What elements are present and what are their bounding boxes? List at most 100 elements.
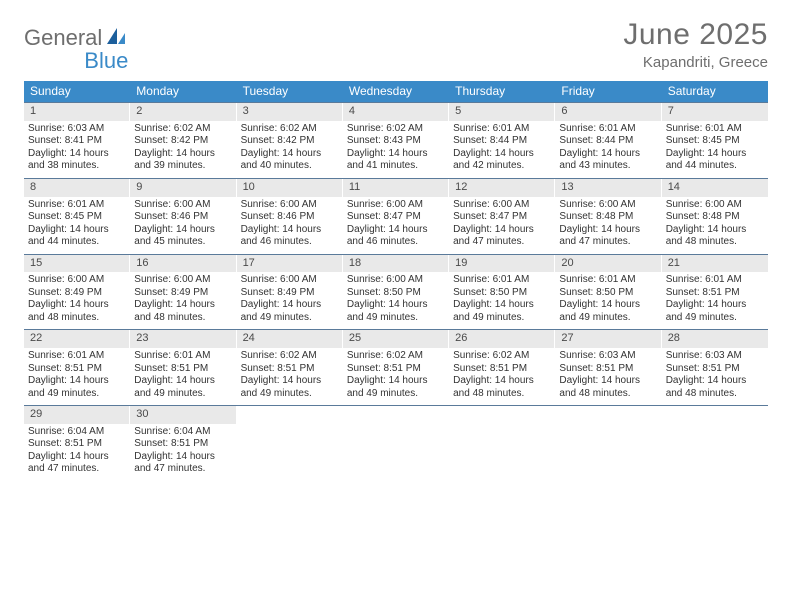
daylight-line1: Daylight: 14 hours	[559, 375, 657, 388]
day-header: Monday	[130, 81, 236, 102]
day-number: 24	[237, 330, 343, 348]
day-number: 6	[555, 103, 661, 121]
day-cell: 18Sunrise: 6:00 AMSunset: 8:50 PMDayligh…	[343, 255, 449, 330]
daylight-line1: Daylight: 14 hours	[347, 148, 445, 161]
day-number: 3	[237, 103, 343, 121]
day-number: 22	[24, 330, 130, 348]
daylight-line2: and 46 minutes.	[347, 236, 445, 249]
daylight-line1: Daylight: 14 hours	[241, 299, 339, 312]
sunset-line: Sunset: 8:44 PM	[559, 135, 657, 148]
sunrise-line: Sunrise: 6:02 AM	[453, 350, 551, 363]
day-number: 4	[343, 103, 449, 121]
day-cell: 30Sunrise: 6:04 AMSunset: 8:51 PMDayligh…	[130, 406, 236, 481]
sunset-line: Sunset: 8:47 PM	[453, 211, 551, 224]
day-number: 23	[130, 330, 236, 348]
day-number: 13	[555, 179, 661, 197]
sunset-line: Sunset: 8:51 PM	[134, 438, 232, 451]
daylight-line2: and 48 minutes.	[28, 312, 126, 325]
sunrise-line: Sunrise: 6:01 AM	[559, 123, 657, 136]
sunset-line: Sunset: 8:45 PM	[666, 135, 764, 148]
sunrise-line: Sunrise: 6:00 AM	[347, 274, 445, 287]
day-cell: ..	[237, 406, 343, 481]
day-number: 19	[449, 255, 555, 273]
sunset-line: Sunset: 8:51 PM	[559, 363, 657, 376]
day-cell: 14Sunrise: 6:00 AMSunset: 8:48 PMDayligh…	[662, 179, 768, 254]
weeks-container: 1Sunrise: 6:03 AMSunset: 8:41 PMDaylight…	[24, 102, 768, 481]
day-number: 17	[237, 255, 343, 273]
daylight-line1: Daylight: 14 hours	[666, 299, 764, 312]
day-body: Sunrise: 6:00 AMSunset: 8:46 PMDaylight:…	[237, 197, 343, 254]
daylight-line1: Daylight: 14 hours	[559, 224, 657, 237]
daylight-line2: and 47 minutes.	[28, 463, 126, 476]
day-number: 8	[24, 179, 130, 197]
day-number: 16	[130, 255, 236, 273]
day-cell: 25Sunrise: 6:02 AMSunset: 8:51 PMDayligh…	[343, 330, 449, 405]
calendar-grid: Sunday Monday Tuesday Wednesday Thursday…	[24, 81, 768, 481]
daylight-line2: and 49 minutes.	[347, 388, 445, 401]
day-body: Sunrise: 6:01 AMSunset: 8:50 PMDaylight:…	[449, 272, 555, 329]
day-cell: 3Sunrise: 6:02 AMSunset: 8:42 PMDaylight…	[237, 103, 343, 178]
sunset-line: Sunset: 8:49 PM	[28, 287, 126, 300]
daylight-line2: and 47 minutes.	[559, 236, 657, 249]
sunset-line: Sunset: 8:46 PM	[241, 211, 339, 224]
day-body: Sunrise: 6:01 AMSunset: 8:45 PMDaylight:…	[24, 197, 130, 254]
day-number: 5	[449, 103, 555, 121]
daylight-line1: Daylight: 14 hours	[559, 148, 657, 161]
day-body: Sunrise: 6:00 AMSunset: 8:47 PMDaylight:…	[343, 197, 449, 254]
day-body: Sunrise: 6:00 AMSunset: 8:50 PMDaylight:…	[343, 272, 449, 329]
day-body: Sunrise: 6:00 AMSunset: 8:48 PMDaylight:…	[662, 197, 768, 254]
day-number: 21	[662, 255, 768, 273]
day-cell: 10Sunrise: 6:00 AMSunset: 8:46 PMDayligh…	[237, 179, 343, 254]
day-cell: 29 Sunrise: 6:04 AMSunset: 8:51 PMDayligh…	[24, 406, 130, 481]
title-block: June 2025 Kapandriti, Greece	[623, 18, 768, 71]
week-row: 8Sunrise: 6:01 AMSunset: 8:45 PMDaylight…	[24, 178, 768, 254]
sunset-line: Sunset: 8:51 PM	[666, 287, 764, 300]
sunrise-line: Sunrise: 6:04 AM	[134, 426, 232, 439]
page-header: General Blue June 2025 Kapandriti, Greec…	[24, 18, 768, 71]
daylight-line1: Daylight: 14 hours	[28, 451, 126, 464]
day-cell: 16Sunrise: 6:00 AMSunset: 8:49 PMDayligh…	[130, 255, 236, 330]
sunrise-line: Sunrise: 6:01 AM	[666, 274, 764, 287]
day-number: 27	[555, 330, 661, 348]
day-body: Sunrise: 6:01 AMSunset: 8:45 PMDaylight:…	[662, 121, 768, 178]
day-body: Sunrise: 6:01 AMSunset: 8:44 PMDaylight:…	[555, 121, 661, 178]
daylight-line2: and 47 minutes.	[134, 463, 232, 476]
sunset-line: Sunset: 8:50 PM	[559, 287, 657, 300]
day-number: 29	[24, 406, 130, 424]
sunset-line: Sunset: 8:42 PM	[241, 135, 339, 148]
day-number: 18	[343, 255, 449, 273]
sunset-line: Sunset: 8:42 PM	[134, 135, 232, 148]
daylight-line1: Daylight: 14 hours	[28, 299, 126, 312]
daylight-line2: and 41 minutes.	[347, 160, 445, 173]
sunset-line: Sunset: 8:50 PM	[347, 287, 445, 300]
day-headers-row: Sunday Monday Tuesday Wednesday Thursday…	[24, 81, 768, 102]
day-body: Sunrise: 6:00 AMSunset: 8:49 PMDaylight:…	[237, 272, 343, 329]
daylight-line1: Daylight: 14 hours	[453, 375, 551, 388]
daylight-line2: and 48 minutes.	[134, 312, 232, 325]
day-body: Sunrise: 6:01 AMSunset: 8:51 PMDaylight:…	[24, 348, 130, 405]
sunset-line: Sunset: 8:51 PM	[28, 438, 126, 451]
day-cell: 7Sunrise: 6:01 AMSunset: 8:45 PMDaylight…	[662, 103, 768, 178]
daylight-line2: and 48 minutes.	[559, 388, 657, 401]
logo-text-blue: Blue	[84, 48, 128, 74]
sunrise-line: Sunrise: 6:01 AM	[559, 274, 657, 287]
day-body: Sunrise: 6:00 AMSunset: 8:49 PMDaylight:…	[24, 272, 130, 329]
sunset-line: Sunset: 8:47 PM	[347, 211, 445, 224]
daylight-line1: Daylight: 14 hours	[347, 224, 445, 237]
day-number: 2	[130, 103, 236, 121]
month-title: June 2025	[623, 18, 768, 52]
daylight-line1: Daylight: 14 hours	[666, 375, 764, 388]
sunrise-line: Sunrise: 6:04 AM	[28, 426, 126, 439]
day-cell: ..	[662, 406, 768, 481]
day-number: 12	[449, 179, 555, 197]
day-body: Sunrise: 6:01 AMSunset: 8:51 PMDaylight:…	[130, 348, 236, 405]
day-header: Tuesday	[237, 81, 343, 102]
daylight-line2: and 49 minutes.	[241, 388, 339, 401]
day-number: 14	[662, 179, 768, 197]
daylight-line1: Daylight: 14 hours	[559, 299, 657, 312]
sunrise-line: Sunrise: 6:00 AM	[453, 199, 551, 212]
day-body: Sunrise: 6:02 AMSunset: 8:51 PMDaylight:…	[343, 348, 449, 405]
day-header: Saturday	[662, 81, 768, 102]
daylight-line1: Daylight: 14 hours	[347, 299, 445, 312]
daylight-line1: Daylight: 14 hours	[453, 299, 551, 312]
